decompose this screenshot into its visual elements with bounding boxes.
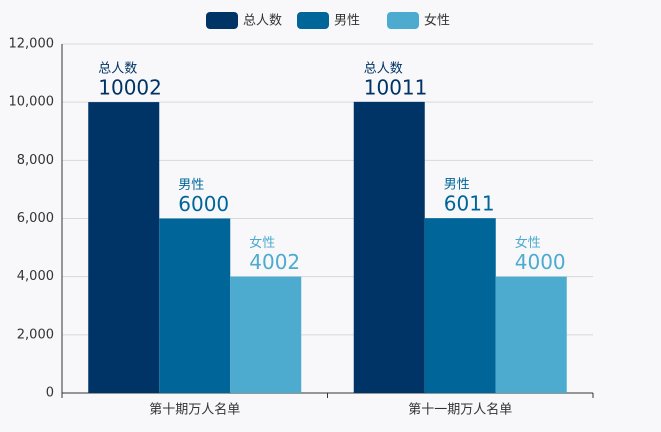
data-label-name: 男性 bbox=[444, 178, 470, 193]
legend-swatch[interactable] bbox=[387, 12, 419, 29]
data-label-name: 女性 bbox=[249, 235, 275, 251]
legend-swatch[interactable] bbox=[206, 12, 238, 29]
data-label-name: 女性 bbox=[515, 235, 541, 251]
legend-swatch[interactable] bbox=[297, 12, 329, 29]
y-tick-label: 8,000 bbox=[17, 153, 54, 168]
bar bbox=[424, 218, 496, 393]
y-tick-label: 2,000 bbox=[17, 327, 54, 342]
legend-label[interactable]: 女性 bbox=[424, 13, 450, 29]
data-label-name: 总人数 bbox=[364, 61, 403, 76]
bar bbox=[230, 276, 302, 393]
legend-label[interactable]: 男性 bbox=[334, 14, 360, 29]
data-label-name: 总人数 bbox=[98, 62, 137, 77]
legend-label[interactable]: 总人数 bbox=[243, 14, 282, 29]
y-tick-label: 12,000 bbox=[9, 37, 55, 52]
y-tick-label: 6,000 bbox=[17, 211, 54, 226]
data-label: 4000 bbox=[515, 250, 566, 274]
data-label: 6011 bbox=[444, 192, 495, 216]
data-label-name: 男性 bbox=[178, 178, 204, 193]
bar bbox=[353, 101, 425, 394]
x-tick-label: 第十一期万人名单 bbox=[408, 402, 512, 418]
y-tick-label: 10,000 bbox=[9, 95, 55, 110]
data-label: 10002 bbox=[98, 76, 162, 100]
data-label: 10011 bbox=[364, 75, 428, 99]
bar bbox=[88, 102, 160, 394]
x-tick-label: 第十期万人名单 bbox=[149, 402, 240, 418]
y-tick-label: 4,000 bbox=[17, 269, 54, 284]
data-label: 4002 bbox=[249, 250, 300, 274]
data-label: 6000 bbox=[178, 192, 229, 216]
bar bbox=[495, 276, 567, 393]
y-tick-label: 0 bbox=[46, 386, 54, 401]
bar bbox=[159, 218, 231, 393]
